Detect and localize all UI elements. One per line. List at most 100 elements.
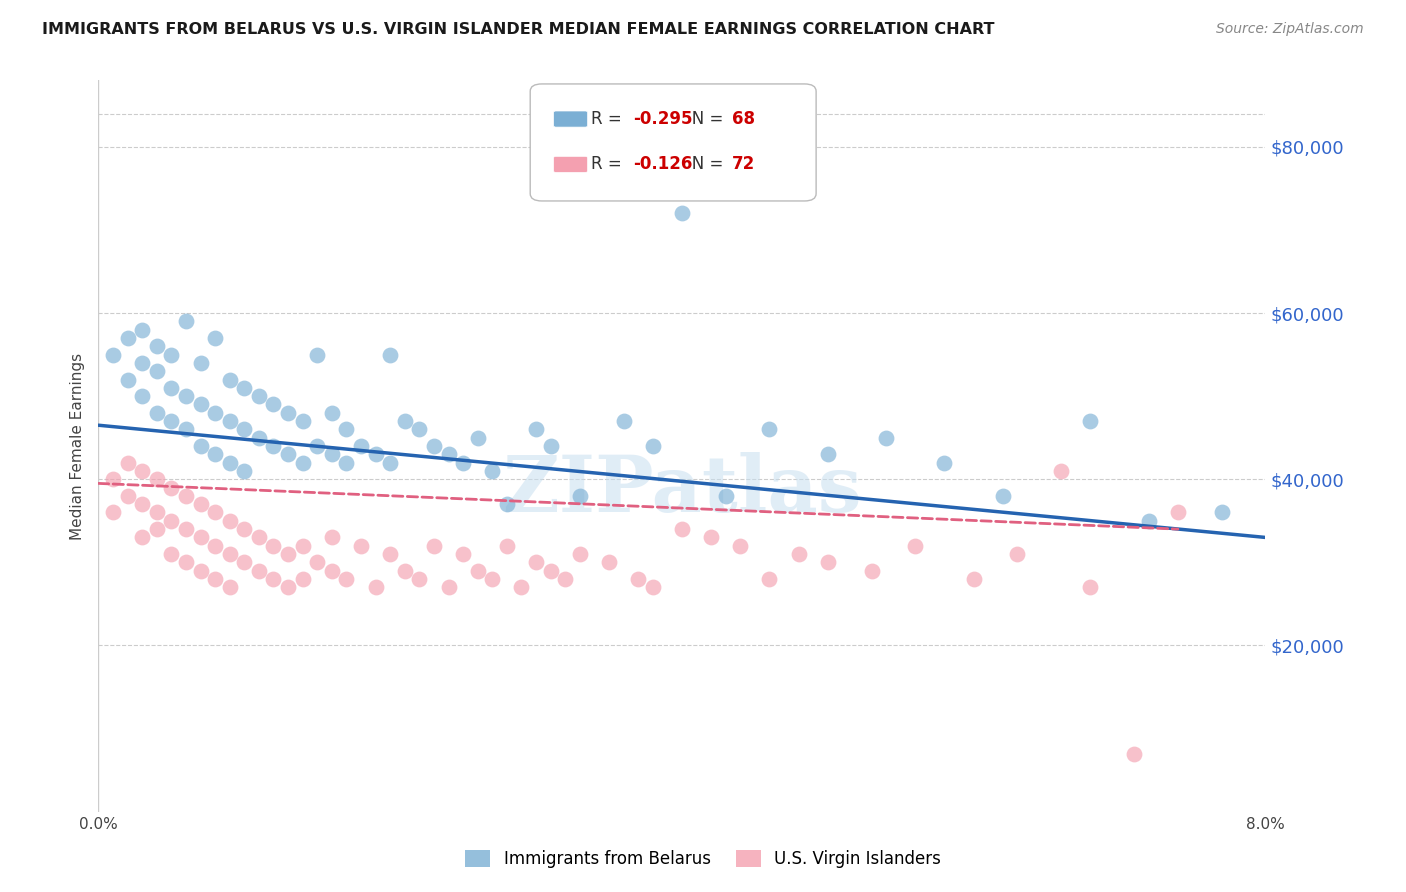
Point [247, 431, 270, 445]
Point [1080, 580, 1102, 594]
Point [291, 414, 314, 428]
Point [510, 580, 533, 594]
Point [174, 555, 197, 569]
Point [117, 331, 139, 345]
Point [408, 422, 430, 436]
Point [190, 564, 212, 578]
Point [598, 555, 620, 569]
Point [174, 314, 197, 328]
Point [291, 572, 314, 586]
Text: ZIPatlas: ZIPatlas [502, 452, 862, 528]
Point [481, 464, 503, 478]
Point [160, 381, 183, 395]
Point [1123, 747, 1146, 761]
Text: N =: N = [676, 155, 728, 173]
Point [247, 530, 270, 544]
Text: IMMIGRANTS FROM BELARUS VS U.S. VIRGIN ISLANDER MEDIAN FEMALE EARNINGS CORRELATI: IMMIGRANTS FROM BELARUS VS U.S. VIRGIN I… [42, 22, 994, 37]
Point [787, 547, 810, 561]
Point [190, 530, 212, 544]
Point [1007, 547, 1029, 561]
Point [218, 547, 240, 561]
Point [335, 456, 357, 470]
Text: R =: R = [591, 155, 627, 173]
FancyBboxPatch shape [530, 84, 815, 201]
Text: Source: ZipAtlas.com: Source: ZipAtlas.com [1216, 22, 1364, 37]
Point [218, 580, 240, 594]
Point [262, 439, 284, 453]
Point [350, 539, 373, 553]
Point [218, 514, 240, 528]
Point [131, 497, 153, 511]
Point [174, 489, 197, 503]
Point [233, 381, 256, 395]
Text: N =: N = [676, 110, 728, 128]
Point [321, 406, 343, 420]
Point [160, 547, 183, 561]
Text: R =: R = [591, 110, 627, 128]
Point [262, 397, 284, 411]
Point [1080, 414, 1102, 428]
Point [101, 506, 124, 520]
Point [146, 364, 169, 378]
Point [408, 572, 430, 586]
Point [321, 530, 343, 544]
Point [875, 431, 897, 445]
Legend: Immigrants from Belarus, U.S. Virgin Islanders: Immigrants from Belarus, U.S. Virgin Isl… [458, 843, 948, 875]
Point [174, 422, 197, 436]
Point [190, 356, 212, 370]
Point [218, 372, 240, 386]
Point [190, 497, 212, 511]
Point [291, 456, 314, 470]
Point [1050, 464, 1073, 478]
Point [568, 489, 591, 503]
Point [160, 514, 183, 528]
Point [117, 372, 139, 386]
Point [524, 422, 547, 436]
Point [146, 506, 169, 520]
Point [554, 572, 576, 586]
Point [1211, 506, 1233, 520]
Point [277, 406, 299, 420]
Point [190, 397, 212, 411]
Point [423, 539, 446, 553]
Point [174, 389, 197, 403]
FancyBboxPatch shape [554, 111, 588, 127]
Point [131, 323, 153, 337]
Point [1167, 506, 1189, 520]
Point [451, 547, 474, 561]
Point [627, 572, 650, 586]
Text: -0.295: -0.295 [633, 110, 692, 128]
Point [423, 439, 446, 453]
Point [233, 464, 256, 478]
Point [233, 555, 256, 569]
Point [496, 539, 519, 553]
Point [451, 456, 474, 470]
Point [758, 422, 780, 436]
Point [307, 347, 329, 362]
Point [262, 572, 284, 586]
Point [131, 530, 153, 544]
Point [131, 389, 153, 403]
Point [934, 456, 956, 470]
Point [612, 414, 634, 428]
Point [247, 389, 270, 403]
Point [380, 456, 402, 470]
Point [204, 506, 226, 520]
Point [437, 447, 460, 461]
Point [321, 564, 343, 578]
Point [860, 564, 883, 578]
Point [730, 539, 752, 553]
Text: 72: 72 [733, 155, 755, 173]
Point [335, 422, 357, 436]
Point [233, 522, 256, 536]
Point [671, 522, 693, 536]
Point [174, 522, 197, 536]
Point [160, 414, 183, 428]
Point [204, 447, 226, 461]
Point [101, 472, 124, 486]
Point [204, 572, 226, 586]
Point [568, 547, 591, 561]
Point [218, 414, 240, 428]
Point [380, 347, 402, 362]
Point [204, 331, 226, 345]
